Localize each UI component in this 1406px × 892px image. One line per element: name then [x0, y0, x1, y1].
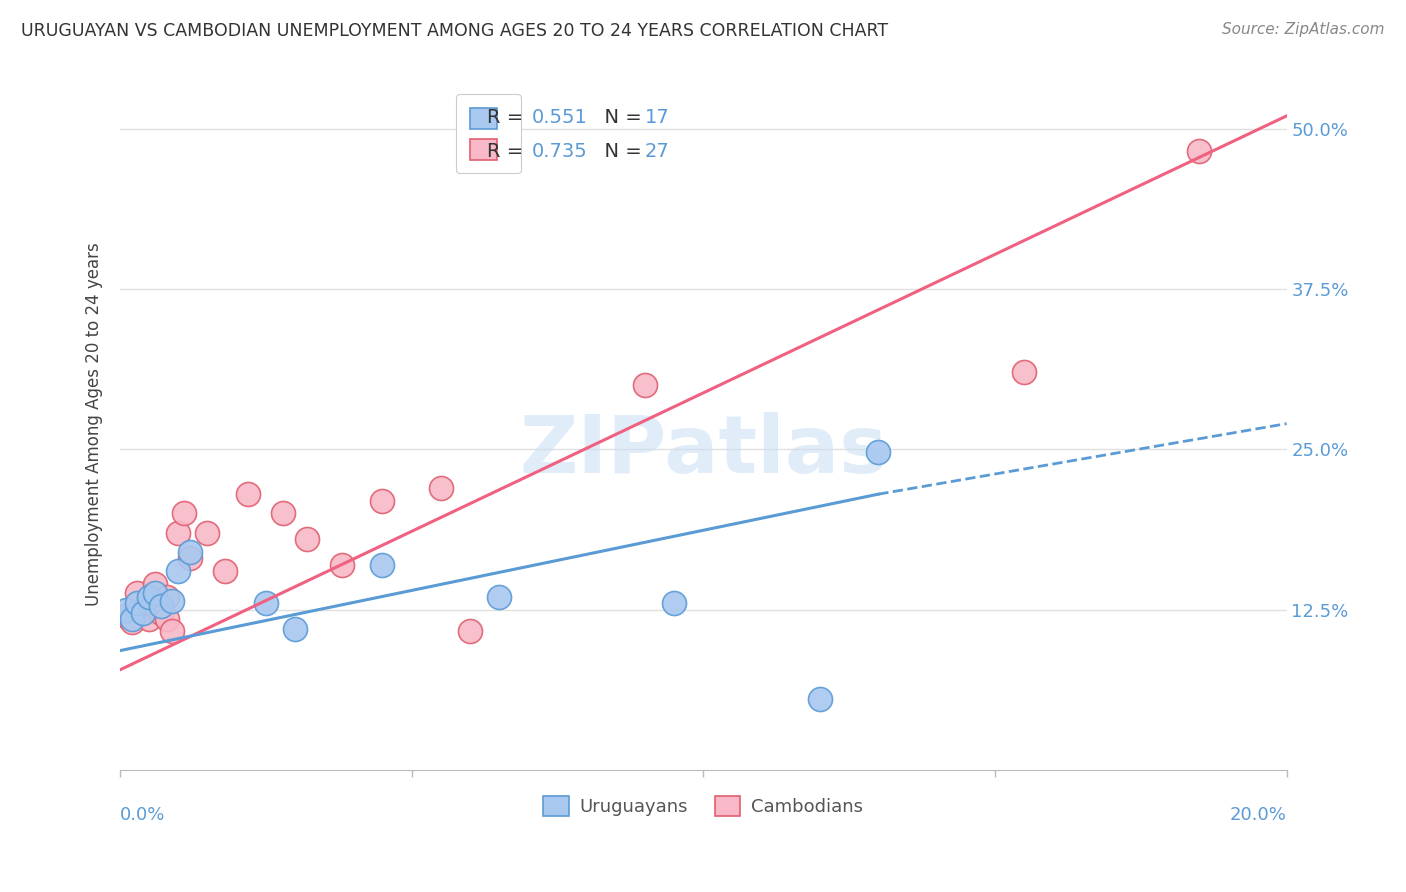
- Point: [138, 590, 160, 604]
- Text: N =: N =: [592, 142, 648, 161]
- Point: [149, 599, 172, 613]
- Point: [132, 602, 155, 616]
- Point: [156, 590, 179, 604]
- Point: [127, 599, 149, 613]
- Point: [132, 607, 155, 621]
- Point: [127, 596, 149, 610]
- Text: N =: N =: [592, 108, 648, 127]
- Point: [238, 487, 260, 501]
- Point: [330, 558, 353, 572]
- Point: [173, 507, 195, 521]
- Text: 17: 17: [645, 108, 669, 127]
- Point: [114, 602, 136, 616]
- Point: [1012, 365, 1035, 379]
- Point: [167, 564, 190, 578]
- Point: [162, 593, 184, 607]
- Point: [143, 586, 166, 600]
- Point: [634, 378, 657, 392]
- Point: [138, 596, 160, 610]
- Text: 0.735: 0.735: [531, 142, 588, 161]
- Legend: Uruguayans, Cambodians: Uruguayans, Cambodians: [536, 789, 870, 823]
- Point: [662, 596, 685, 610]
- Point: [149, 607, 172, 621]
- Point: [430, 481, 453, 495]
- Y-axis label: Unemployment Among Ages 20 to 24 years: Unemployment Among Ages 20 to 24 years: [86, 242, 103, 606]
- Point: [371, 558, 394, 572]
- Point: [156, 611, 179, 625]
- Text: ZIPatlas: ZIPatlas: [519, 412, 887, 491]
- Point: [295, 532, 318, 546]
- Point: [162, 624, 184, 639]
- Point: [197, 525, 219, 540]
- Point: [808, 692, 831, 706]
- Point: [121, 615, 143, 630]
- Point: [371, 493, 394, 508]
- Point: [271, 507, 294, 521]
- Point: [214, 564, 236, 578]
- Point: [488, 590, 510, 604]
- Text: R =: R =: [488, 108, 530, 127]
- Point: [1188, 144, 1211, 158]
- Text: Source: ZipAtlas.com: Source: ZipAtlas.com: [1222, 22, 1385, 37]
- Point: [121, 611, 143, 625]
- Point: [127, 586, 149, 600]
- Text: 27: 27: [645, 142, 669, 161]
- Text: URUGUAYAN VS CAMBODIAN UNEMPLOYMENT AMONG AGES 20 TO 24 YEARS CORRELATION CHART: URUGUAYAN VS CAMBODIAN UNEMPLOYMENT AMON…: [21, 22, 889, 40]
- Text: R =: R =: [488, 142, 530, 161]
- Text: 0.551: 0.551: [531, 108, 588, 127]
- Point: [114, 609, 136, 624]
- Text: 0.0%: 0.0%: [120, 805, 166, 824]
- Point: [167, 525, 190, 540]
- Point: [179, 551, 201, 566]
- Text: 20.0%: 20.0%: [1230, 805, 1286, 824]
- Point: [179, 545, 201, 559]
- Point: [254, 596, 277, 610]
- Point: [143, 577, 166, 591]
- Point: [868, 445, 890, 459]
- Point: [458, 624, 481, 639]
- Point: [284, 622, 307, 636]
- Point: [138, 611, 160, 625]
